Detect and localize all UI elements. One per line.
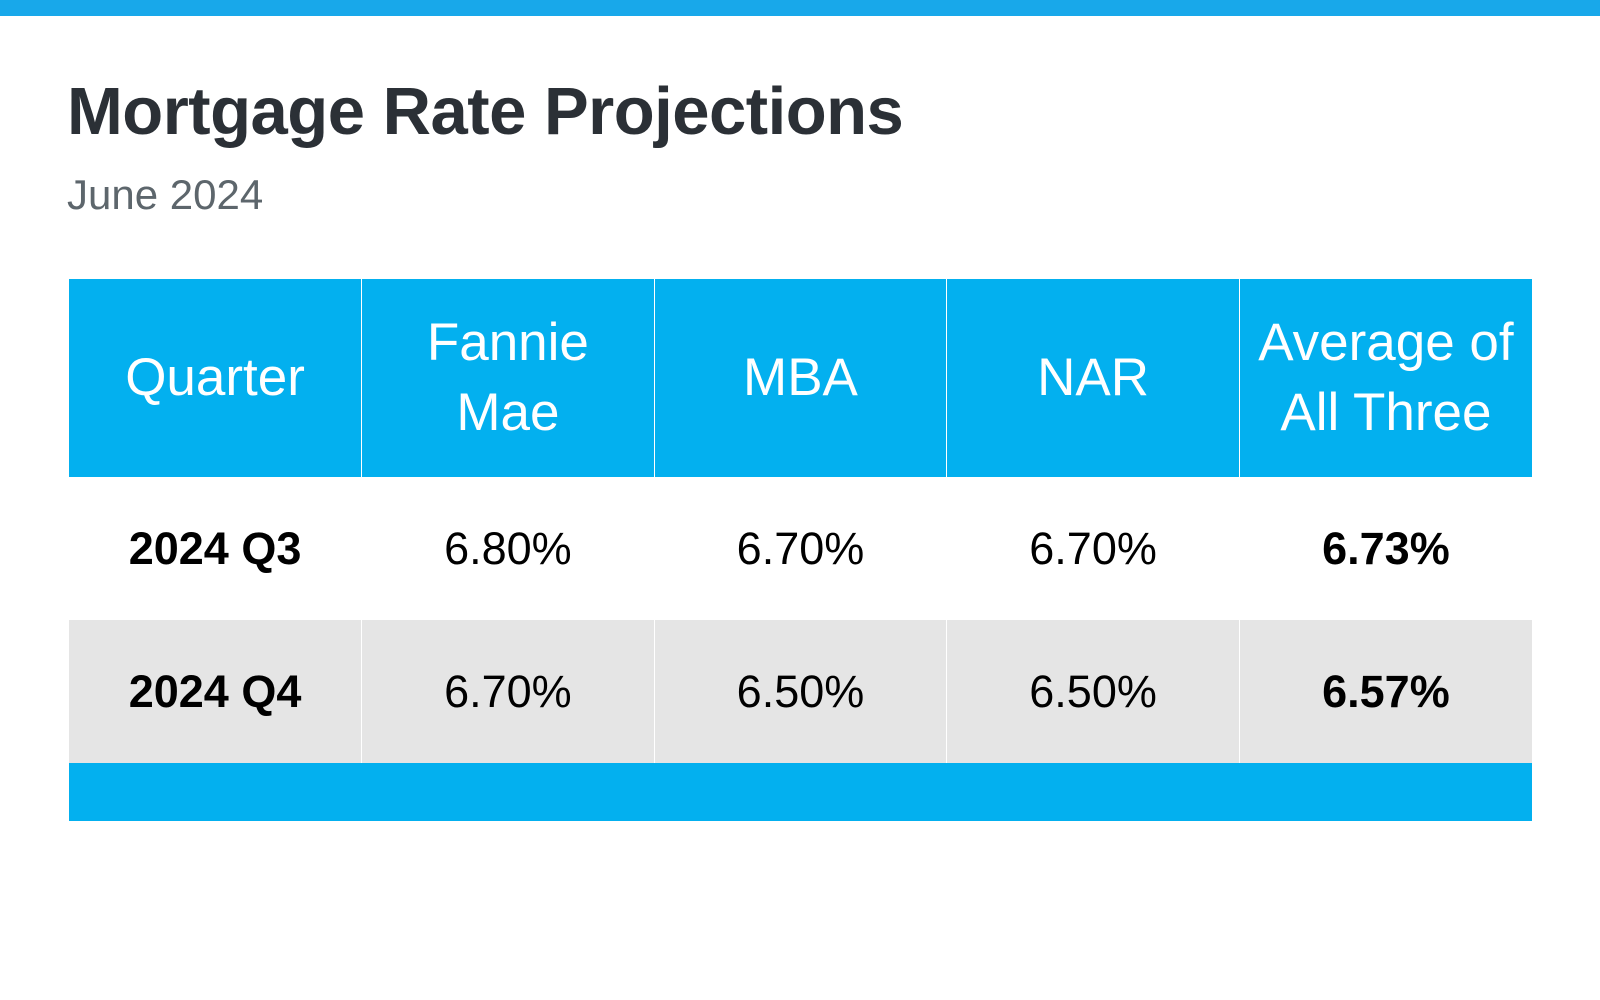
table-row: 2024 Q4 6.70% 6.50% 6.50% 6.57%: [69, 620, 1532, 763]
page-title: Mortgage Rate Projections: [67, 74, 904, 149]
quarter-cell: 2024 Q4: [69, 620, 363, 763]
table-footer-bar: [69, 763, 1532, 821]
column-header-average-line1: Average of: [1258, 313, 1514, 372]
table-row: 2024 Q3 6.80% 6.70% 6.70% 6.73%: [69, 477, 1532, 620]
mba-cell: 6.70%: [653, 477, 948, 620]
column-header-fannie-mae-line2: Mae: [456, 383, 560, 442]
column-header-fannie-mae-line1: Fannie: [426, 313, 589, 372]
page-subtitle: June 2024: [67, 171, 264, 218]
table-header-row: Quarter Fannie Mae MBA NAR Average of Al: [69, 279, 1532, 477]
column-header-nar-line1: NAR: [1037, 348, 1150, 407]
nar-cell: 6.50%: [946, 620, 1240, 763]
quarter-cell: 2024 Q3: [69, 477, 363, 620]
column-header-quarter: Quarter: [69, 279, 363, 477]
average-cell: 6.73%: [1238, 477, 1532, 620]
column-header-quarter-line1: Quarter: [125, 348, 305, 407]
fannie-mae-cell: 6.70%: [361, 620, 655, 763]
top-accent-bar: [0, 0, 1600, 16]
rate-table-container: Quarter Fannie Mae MBA NAR Average of Al: [69, 279, 1532, 821]
column-header-fannie-mae: Fannie Mae: [361, 279, 655, 477]
rate-projection-table: Quarter Fannie Mae MBA NAR Average of Al: [69, 279, 1532, 821]
column-header-average-line2: All Three: [1280, 383, 1492, 442]
column-header-mba: MBA: [653, 279, 948, 477]
column-header-mba-line1: MBA: [743, 348, 858, 407]
column-header-nar: NAR: [946, 279, 1240, 477]
mba-cell: 6.50%: [653, 620, 948, 763]
table-footer-cell: [69, 763, 1532, 821]
column-header-average: Average of All Three: [1238, 279, 1532, 477]
nar-cell: 6.70%: [946, 477, 1240, 620]
fannie-mae-cell: 6.80%: [361, 477, 655, 620]
average-cell: 6.57%: [1238, 620, 1532, 763]
